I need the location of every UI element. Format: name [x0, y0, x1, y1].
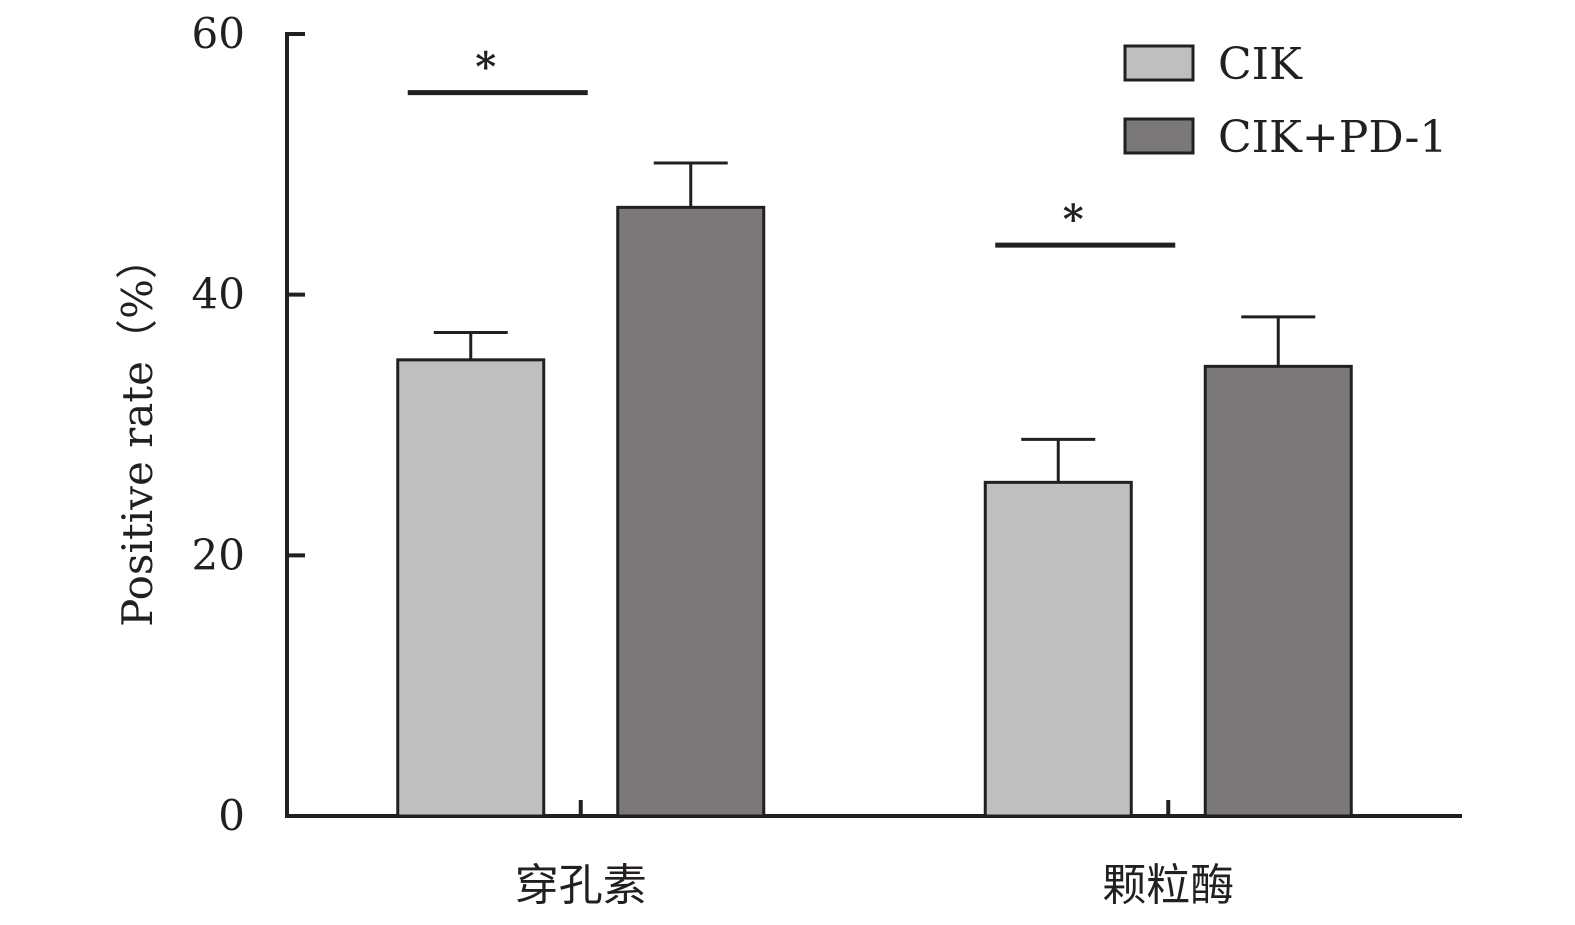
bar [1203, 364, 1353, 818]
x-tick-label: 穿孔素 [515, 860, 647, 911]
x-tick-label: 颗粒酶 [1102, 860, 1234, 911]
error-bars [433, 161, 1316, 483]
legend: CIK CIK+PD-1 [1123, 39, 1447, 163]
significance-label: * [1063, 196, 1084, 243]
legend-swatch [1123, 117, 1195, 155]
legend-label: CIK [1218, 39, 1303, 90]
bar [983, 480, 1133, 818]
y-tick-label: 60 [192, 9, 245, 58]
bars [396, 205, 1353, 818]
y-tick-label: 0 [218, 791, 245, 840]
significance-markers: ** [407, 44, 1176, 248]
bar [396, 358, 546, 818]
legend-swatch [1123, 44, 1195, 82]
legend-label: CIK+PD-1 [1218, 112, 1447, 163]
significance-label: * [475, 44, 496, 91]
bar [616, 205, 766, 818]
y-axis-label: Positive rate（%） [113, 237, 162, 627]
axes: 0 20 40 60 穿孔素 颗粒酶 [192, 9, 1462, 911]
y-tick-label: 20 [192, 530, 245, 579]
y-tick-label: 40 [192, 270, 245, 319]
